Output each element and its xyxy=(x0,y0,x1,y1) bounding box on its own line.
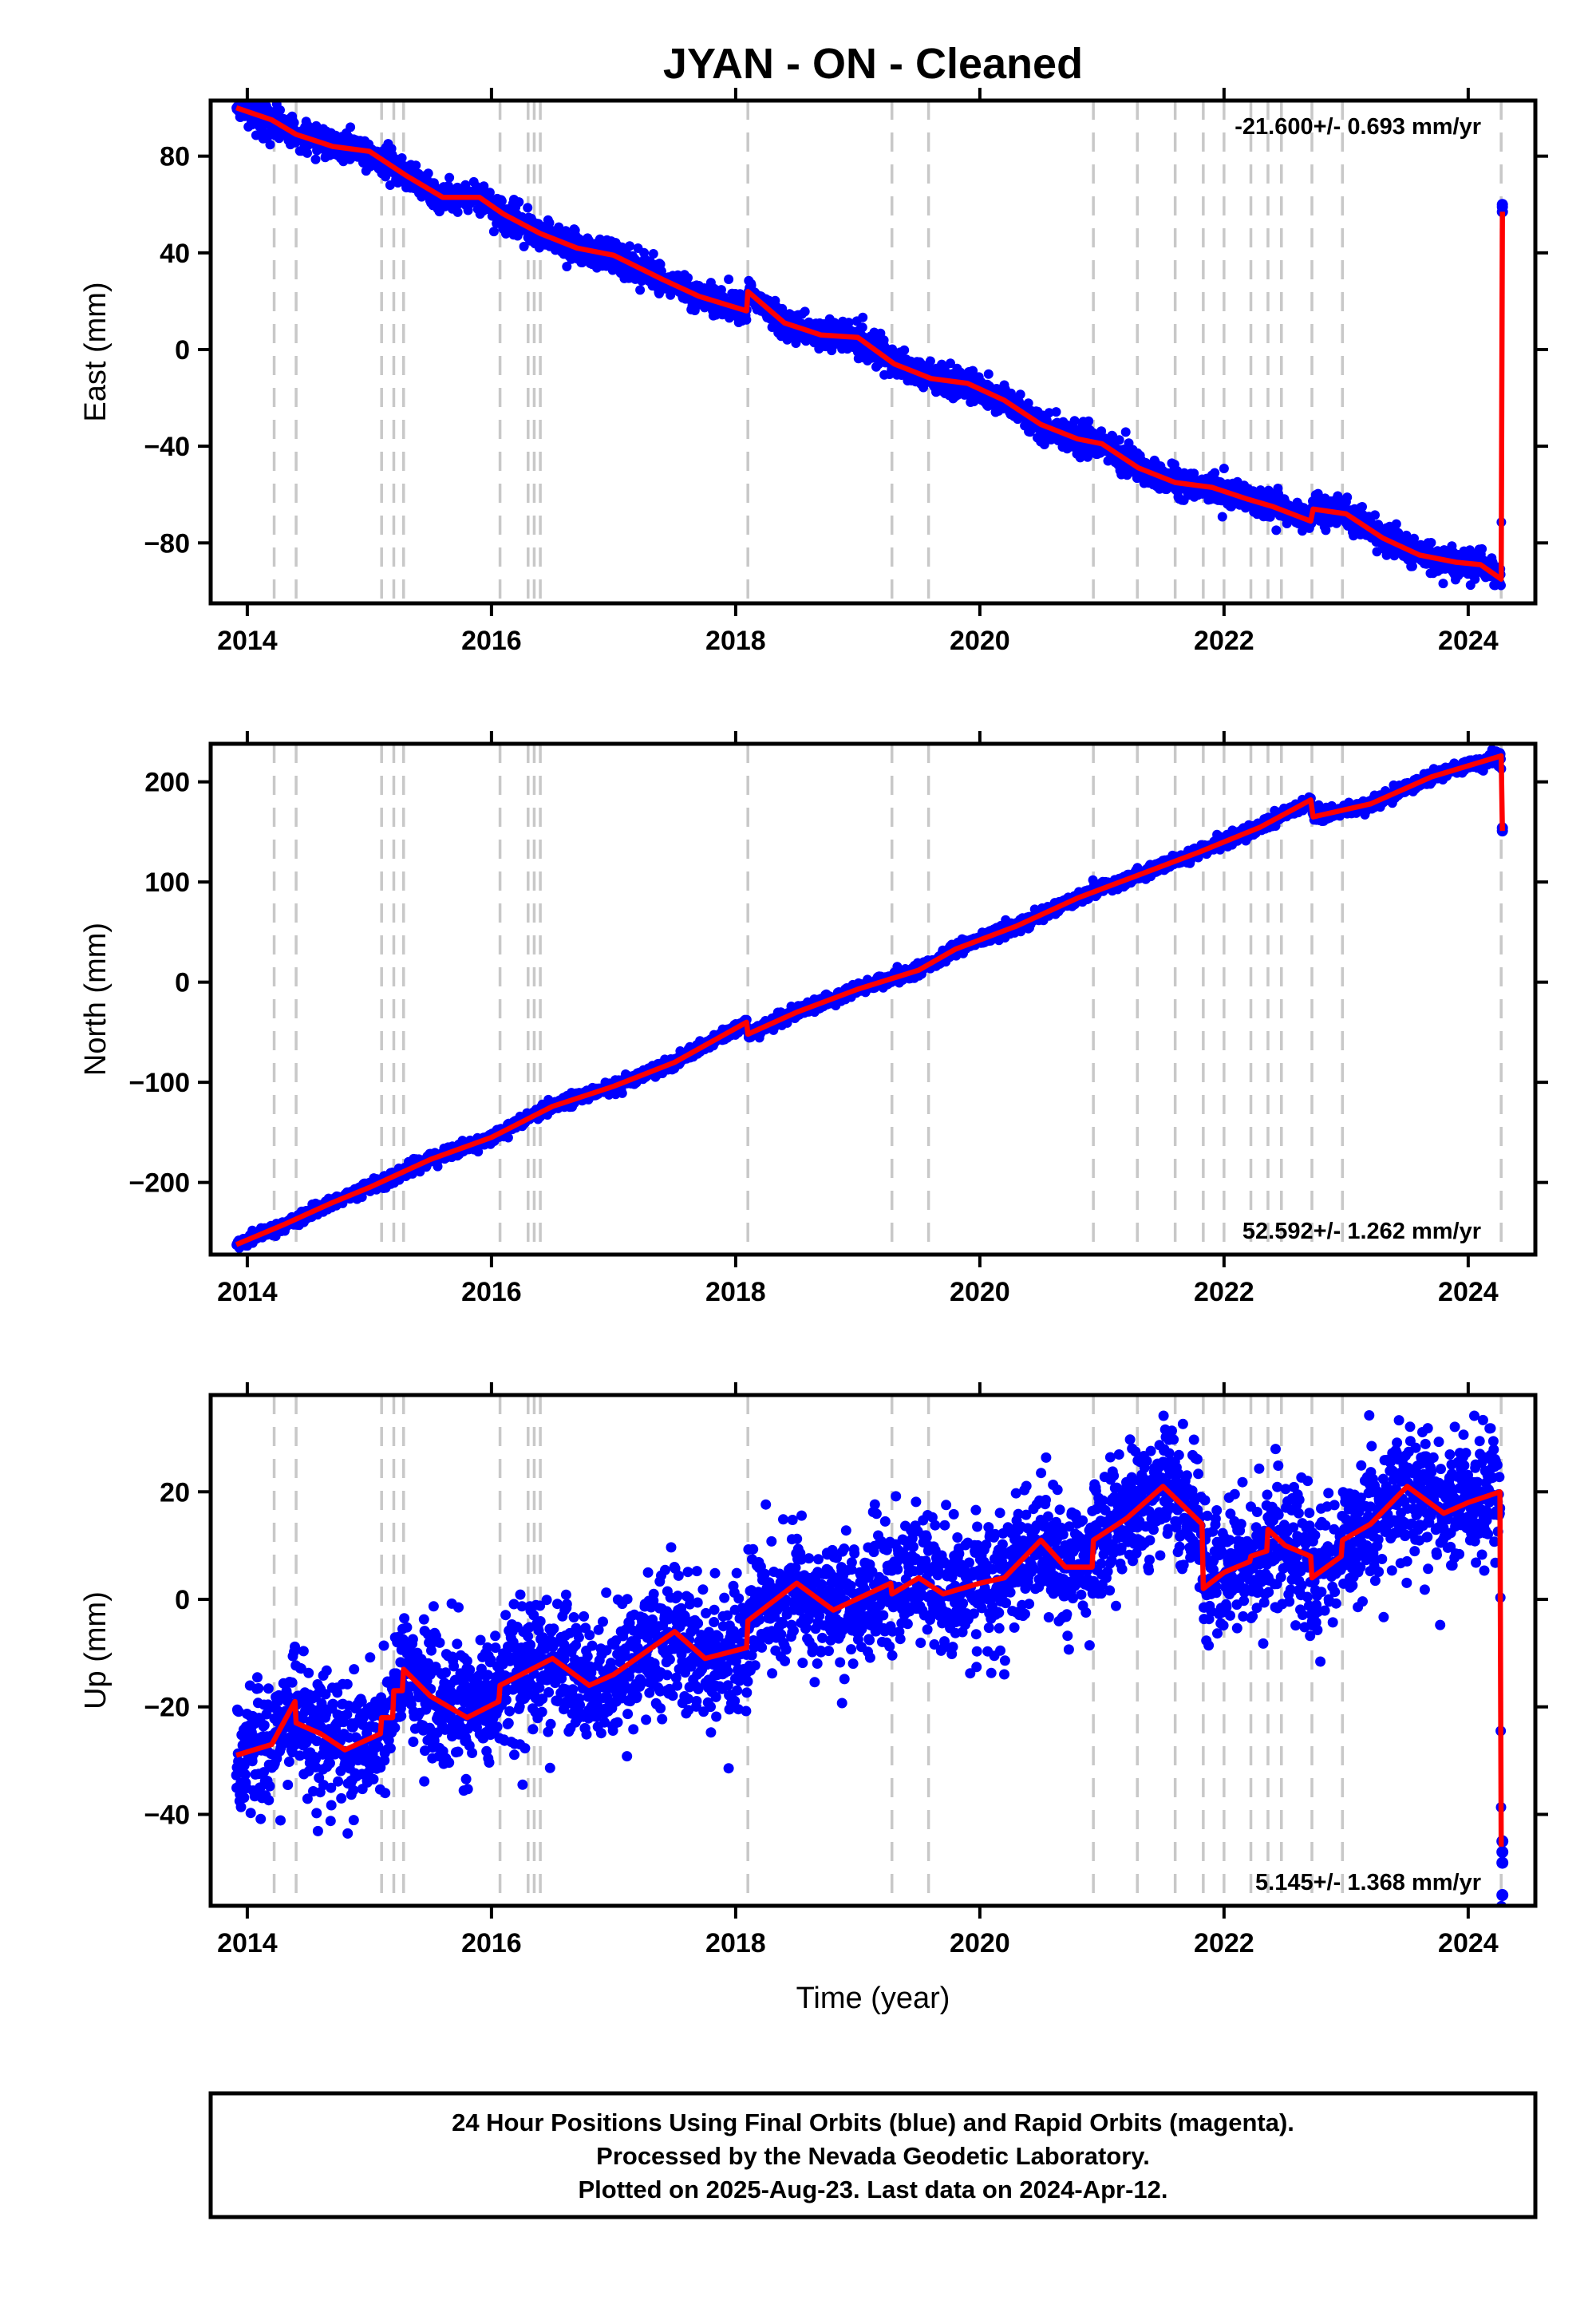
data-point xyxy=(265,140,275,150)
north-data-points xyxy=(231,745,1508,1253)
y-tick-label: 0 xyxy=(175,335,190,366)
data-point xyxy=(724,275,734,284)
data-point xyxy=(800,306,810,317)
data-point xyxy=(1438,579,1448,589)
east-rate-label: -21.600+/- 0.693 mm/yr xyxy=(1235,114,1481,140)
data-point xyxy=(523,203,533,213)
data-point xyxy=(473,1147,484,1157)
data-point xyxy=(635,285,646,295)
data-point xyxy=(346,122,356,132)
figure-title: JYAN - ON - Cleaned xyxy=(663,40,1083,88)
data-point xyxy=(925,356,935,366)
data-point xyxy=(735,289,745,299)
data-point xyxy=(1370,510,1380,520)
data-point xyxy=(617,1088,627,1098)
x-tick-label: 2016 xyxy=(461,626,522,656)
data-point xyxy=(310,154,321,164)
data-point xyxy=(519,241,529,251)
y-tick-label: 40 xyxy=(160,239,190,269)
x-tick-label: 2014 xyxy=(217,626,278,656)
data-point xyxy=(1069,416,1080,426)
east-model-line xyxy=(235,105,1505,582)
data-point xyxy=(1114,435,1124,445)
east-frame xyxy=(208,98,1538,606)
data-point xyxy=(302,148,312,158)
data-point xyxy=(423,168,433,179)
data-point xyxy=(1084,416,1094,426)
data-point xyxy=(544,218,555,228)
data-point xyxy=(289,117,299,128)
x-tick-label: 2022 xyxy=(1194,626,1254,656)
data-point xyxy=(1313,488,1323,499)
x-tick-label: 2024 xyxy=(1438,626,1499,656)
data-point xyxy=(1407,561,1417,571)
y-tick-label: 80 xyxy=(160,142,190,172)
y-tick-label: −40 xyxy=(144,432,190,462)
data-point xyxy=(1217,512,1227,522)
data-point xyxy=(741,314,752,325)
data-point xyxy=(648,249,658,259)
data-point xyxy=(1391,519,1401,529)
data-point xyxy=(411,160,421,171)
data-point xyxy=(1219,464,1229,473)
data-point xyxy=(899,345,910,355)
x-tick-label: 2020 xyxy=(950,626,1010,656)
data-point xyxy=(1271,525,1282,536)
data-point xyxy=(484,188,495,198)
data-point xyxy=(1321,525,1331,536)
data-point xyxy=(1015,389,1025,400)
data-point xyxy=(946,358,955,369)
data-point xyxy=(1477,543,1487,554)
data-point xyxy=(858,312,868,322)
data-point xyxy=(554,222,564,232)
data-point xyxy=(397,153,407,163)
north-panel: 2014 2016 2018 2020 2022 2024−200−1000100200N… xyxy=(79,731,1548,1307)
east-panel: 2014 2016 2018 2020 2022 2024 −80 −40 0 40 80 East … xyxy=(79,88,1548,656)
data-point xyxy=(625,241,635,251)
data-point xyxy=(1496,199,1508,211)
data-point xyxy=(444,172,455,183)
data-point xyxy=(488,227,499,237)
data-point xyxy=(275,105,285,115)
data-point xyxy=(496,196,507,206)
north-event-lines xyxy=(272,744,1503,1255)
data-point xyxy=(503,1132,513,1143)
data-point xyxy=(1342,492,1353,503)
data-point xyxy=(433,1161,443,1172)
data-point xyxy=(452,207,463,217)
data-point xyxy=(1051,407,1061,417)
data-point xyxy=(1044,408,1054,418)
data-point xyxy=(843,318,854,328)
data-point xyxy=(1426,538,1436,547)
x-tick-label: 2018 xyxy=(705,626,766,656)
data-point xyxy=(683,273,693,283)
data-point xyxy=(1096,426,1107,437)
east-y-axis-label: East (mm) xyxy=(79,282,113,421)
data-point xyxy=(514,197,524,207)
data-point xyxy=(983,369,994,379)
data-point xyxy=(1357,502,1367,512)
data-point xyxy=(857,322,867,333)
data-point xyxy=(1023,398,1033,409)
east-data-points xyxy=(231,101,1508,591)
data-point xyxy=(1120,427,1131,437)
data-point xyxy=(1372,547,1382,557)
y-tick-label: −80 xyxy=(144,528,190,559)
data-point xyxy=(1496,580,1506,591)
data-point xyxy=(777,303,788,314)
data-point xyxy=(1210,468,1220,478)
data-point xyxy=(562,262,572,271)
